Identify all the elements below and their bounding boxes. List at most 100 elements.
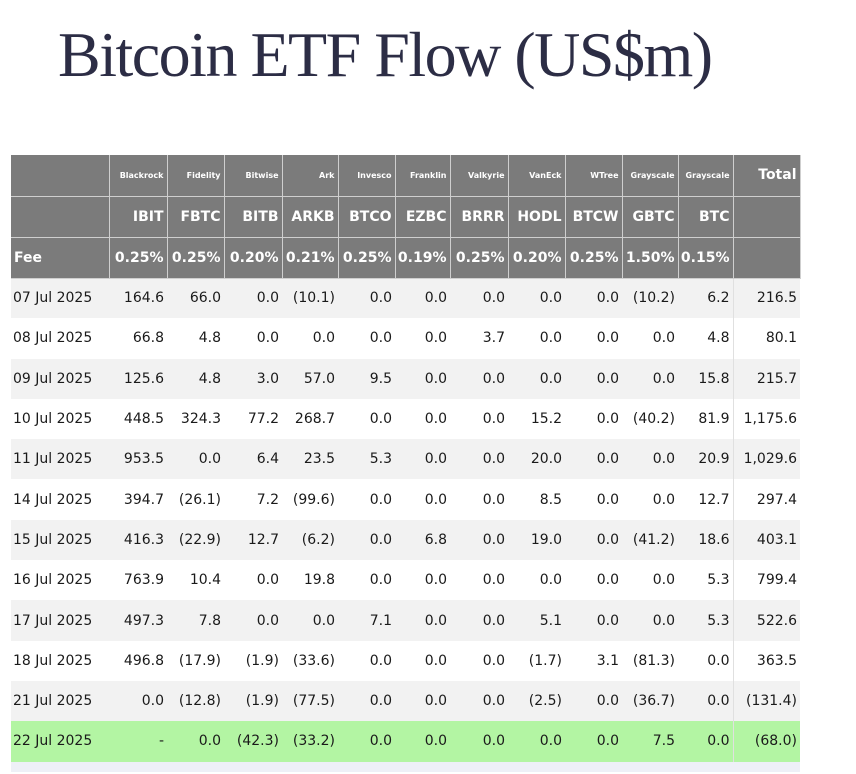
flow-cell: 6.2 (678, 278, 733, 319)
total-cell: 215.7 (732, 358, 800, 399)
flow-cell: 0.0 (565, 358, 622, 399)
date-cell: 08 Jul 2025 (11, 318, 109, 359)
total-cell: 522.6 (732, 600, 800, 641)
flow-cell: 0.0 (224, 600, 282, 641)
date-cell: 07 Jul 2025 (11, 278, 109, 319)
flow-cell: 0.0 (565, 560, 622, 601)
total-cell: 799.4 (732, 560, 800, 601)
fee-header-cell: 0.15% (678, 237, 734, 279)
flow-cell: 0.0 (450, 560, 508, 601)
flow-cell: 0.0 (450, 398, 508, 440)
issuer-header-cell: WTree (565, 155, 623, 197)
ticker-header-cell: ARKB (282, 196, 339, 238)
flow-cell: (36.7) (622, 680, 678, 722)
table-row: 14 Jul 2025 394.7 (26.1) 7.2 (99.6) 0.0 0.0 0.0… (11, 479, 800, 520)
flow-cell: 0.0 (282, 318, 338, 359)
flow-cell: 0.0 (450, 439, 508, 480)
flow-cell: 0.0 (395, 600, 450, 641)
flow-cell: 5.3 (338, 439, 395, 480)
flow-cell: 0.0 (622, 560, 678, 601)
flow-cell: (26.1) (167, 479, 224, 520)
ticker-header-cell (733, 196, 801, 238)
empty-cell (395, 761, 450, 772)
flow-cell: 953.5 (109, 439, 167, 480)
flow-cell: 3.1 (565, 640, 622, 681)
flow-cell: 4.8 (167, 318, 224, 359)
issuer-header-cell: Grayscale (622, 155, 679, 197)
flow-cell: 0.0 (450, 680, 508, 722)
flow-cell: 77.2 (224, 398, 282, 440)
flow-cell: (40.2) (622, 398, 678, 440)
flow-cell: (33.6) (282, 640, 338, 681)
ticker-header-cell: BTCW (565, 196, 623, 238)
flow-cell: 324.3 (167, 398, 224, 440)
flow-cell: 0.0 (565, 680, 622, 722)
flow-cell: 0.0 (565, 278, 622, 319)
flow-cell: 0.0 (224, 278, 282, 319)
flow-cell: 8.5 (508, 479, 565, 520)
flow-cell: 0.0 (338, 560, 395, 601)
table-row: 18 Jul 2025 496.8 (17.9) (1.9) (33.6) 0.0 0.0 0… (11, 640, 800, 681)
flow-cell: 7.8 (167, 600, 224, 641)
flow-cell: 0.0 (508, 358, 565, 399)
flow-cell: (33.2) (282, 721, 338, 762)
issuer-header-cell: Blackrock (109, 155, 168, 197)
flow-cell: 3.0 (224, 358, 282, 399)
flow-cell: (6.2) (282, 519, 338, 561)
flow-cell: 0.0 (338, 398, 395, 440)
flow-cell: (22.9) (167, 519, 224, 561)
empty-cell (224, 761, 282, 772)
ticker-header-cell: BTCO (338, 196, 396, 238)
ticker-header-cell: BRRR (450, 196, 509, 238)
flow-cell: 0.0 (395, 479, 450, 520)
flow-cell: 0.0 (622, 439, 678, 480)
flow-cell: 0.0 (450, 358, 508, 399)
total-cell: 1,175.6 (732, 398, 800, 440)
flow-cell: 0.0 (338, 680, 395, 722)
flow-cell: 0.0 (224, 560, 282, 601)
flow-cell: 0.0 (565, 519, 622, 561)
date-cell: 15 Jul 2025 (11, 519, 109, 561)
table-row: 17 Jul 2025 497.3 7.8 0.0 0.0 7.1 0.0 0.0 5.1 0.0… (11, 600, 800, 641)
flow-cell: 0.0 (224, 318, 282, 359)
flow-cell: 0.0 (508, 278, 565, 319)
total-cell: 363.5 (732, 640, 800, 681)
flow-cell: 125.6 (109, 358, 167, 399)
empty-cell (282, 761, 338, 772)
date-cell: 21 Jul 2025 (11, 680, 109, 722)
flow-cell: 763.9 (109, 560, 167, 601)
table-row: 15 Jul 2025 416.3 (22.9) 12.7 (6.2) 0.0 6.8 0.0… (11, 519, 800, 561)
fee-header-cell: 1.50% (622, 237, 679, 279)
flow-cell: 66.0 (167, 278, 224, 319)
flow-cell: (77.5) (282, 680, 338, 722)
date-cell: 18 Jul 2025 (11, 640, 109, 681)
flow-cell: 0.0 (450, 640, 508, 681)
flow-cell: 0.0 (395, 398, 450, 440)
flow-cell: 0.0 (678, 640, 733, 681)
empty-cell (508, 761, 565, 772)
flow-cell: 0.0 (395, 358, 450, 399)
fee-header-cell: 0.25% (338, 237, 396, 279)
flow-cell: 12.7 (224, 519, 282, 561)
flow-cell: 0.0 (678, 721, 733, 762)
flow-cell: (10.1) (282, 278, 338, 319)
total-cell: 403.1 (732, 519, 800, 561)
flow-cell: 0.0 (565, 600, 622, 641)
ticker-header-cell: BITB (224, 196, 283, 238)
flow-cell: 5.1 (508, 600, 565, 641)
table-row: 09 Jul 2025 125.6 4.8 3.0 57.0 9.5 0.0 0.0 0.0 0.… (11, 358, 800, 399)
fee-header-cell: 0.25% (109, 237, 168, 279)
fee-header-cell (733, 237, 801, 279)
issuer-header-cell: Bitwise (224, 155, 283, 197)
fee-header-cell: 0.25% (167, 237, 225, 279)
fee-header-cell: 0.19% (395, 237, 451, 279)
date-cell: 22 Jul 2025 (11, 721, 109, 762)
flow-cell: (2.5) (508, 680, 565, 722)
etf-flow-table: Blackrock Fidelity Bitwise Ark Invesco Frankl… (11, 155, 801, 772)
total-cell: 297.4 (732, 479, 800, 520)
issuer-header-cell: Fidelity (167, 155, 225, 197)
flow-cell: 19.0 (508, 519, 565, 561)
flow-cell: 5.3 (678, 600, 733, 641)
flow-cell: 4.8 (167, 358, 224, 399)
flow-cell: 7.2 (224, 479, 282, 520)
